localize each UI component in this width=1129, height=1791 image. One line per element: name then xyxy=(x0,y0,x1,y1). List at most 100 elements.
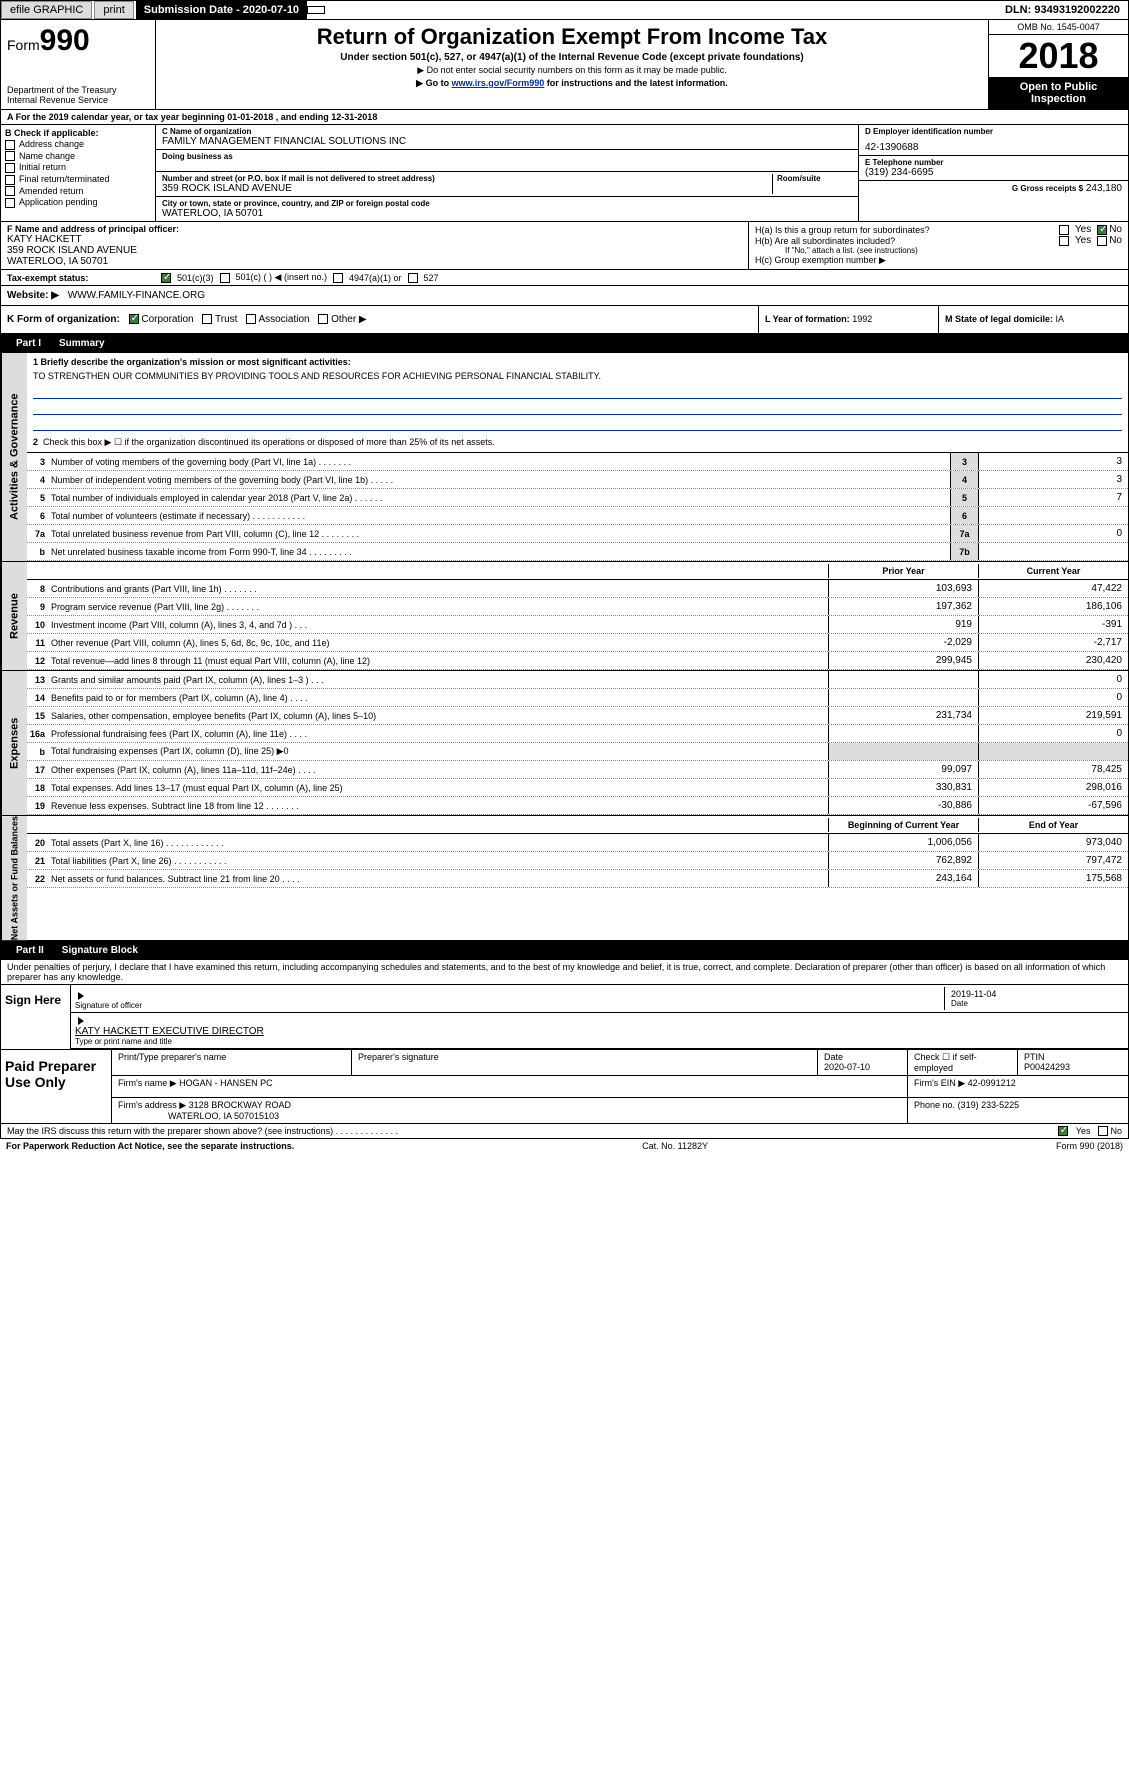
col-c-org-info: C Name of organization FAMILY MANAGEMENT… xyxy=(156,125,858,221)
row-i-tax-exempt: Tax-exempt status: 501(c)(3) 501(c) ( ) … xyxy=(0,270,1129,286)
mission-text: TO STRENGTHEN OUR COMMUNITIES BY PROVIDI… xyxy=(33,371,1122,381)
gov-line: 7aTotal unrelated business revenue from … xyxy=(27,525,1128,543)
data-line: 21Total liabilities (Part X, line 26) . … xyxy=(27,852,1128,870)
chk-application-pending[interactable]: Application pending xyxy=(5,197,151,208)
discuss-no[interactable] xyxy=(1098,1126,1108,1136)
discuss-row: May the IRS discuss this return with the… xyxy=(0,1124,1129,1139)
gov-line: 4Number of independent voting members of… xyxy=(27,471,1128,489)
block-bcde: B Check if applicable: Address change Na… xyxy=(0,125,1129,222)
data-line: 10Investment income (Part VIII, column (… xyxy=(27,616,1128,634)
hb-yes[interactable] xyxy=(1059,236,1069,246)
row-klm: K Form of organization: Corporation Trus… xyxy=(0,306,1129,334)
hb-no[interactable] xyxy=(1097,236,1107,246)
form-subtitle: Under section 501(c), 527, or 4947(a)(1)… xyxy=(164,52,980,63)
chk-name-change[interactable]: Name change xyxy=(5,151,151,162)
chk-4947[interactable] xyxy=(333,273,343,283)
paid-preparer-label: Paid Preparer Use Only xyxy=(1,1050,111,1123)
data-line: 11Other revenue (Part VIII, column (A), … xyxy=(27,634,1128,652)
row-a-calendar-year: A For the 2019 calendar year, or tax yea… xyxy=(0,110,1129,125)
form-number: Form990 xyxy=(7,24,149,58)
submission-date: Submission Date - 2020-07-10 xyxy=(136,1,307,19)
gov-value: 7 xyxy=(978,489,1128,506)
data-line: 12Total revenue—add lines 8 through 11 (… xyxy=(27,652,1128,670)
org-name: FAMILY MANAGEMENT FINANCIAL SOLUTIONS IN… xyxy=(162,136,852,147)
data-line: 8Contributions and grants (Part VIII, li… xyxy=(27,580,1128,598)
chk-corp[interactable] xyxy=(129,314,139,324)
data-line: 15Salaries, other compensation, employee… xyxy=(27,707,1128,725)
dln: DLN: 93493192002220 xyxy=(997,1,1128,19)
ha-yes[interactable] xyxy=(1059,225,1069,235)
chk-other[interactable] xyxy=(318,314,328,324)
chk-527[interactable] xyxy=(408,273,418,283)
chk-assoc[interactable] xyxy=(246,314,256,324)
data-line: 13Grants and similar amounts paid (Part … xyxy=(27,671,1128,689)
firm-ein: 42-0991212 xyxy=(968,1078,1016,1088)
submission-date-box xyxy=(307,6,325,14)
print-button[interactable]: print xyxy=(94,1,133,19)
form-title: Return of Organization Exempt From Incom… xyxy=(164,24,980,50)
gov-line: bNet unrelated business taxable income f… xyxy=(27,543,1128,561)
sign-here-label: Sign Here xyxy=(1,985,71,1049)
irs-link[interactable]: www.irs.gov/Form990 xyxy=(452,78,545,88)
row-j-website: Website: ▶ WWW.FAMILY-FINANCE.ORG xyxy=(0,286,1129,306)
row-fh: F Name and address of principal officer:… xyxy=(0,222,1129,270)
omb-number: OMB No. 1545-0047 xyxy=(989,20,1128,35)
chk-501c[interactable] xyxy=(220,273,230,283)
vtab-revenue: Revenue xyxy=(1,562,27,670)
org-address: 359 ROCK ISLAND AVENUE xyxy=(162,183,772,194)
chk-initial-return[interactable]: Initial return xyxy=(5,162,151,173)
chk-final-return[interactable]: Final return/terminated xyxy=(5,174,151,185)
dept-treasury: Department of the Treasury Internal Reve… xyxy=(7,85,149,105)
ein: 42-1390688 xyxy=(865,142,1122,153)
vtab-governance: Activities & Governance xyxy=(1,353,27,561)
website: WWW.FAMILY-FINANCE.ORG xyxy=(68,290,205,301)
ha-no[interactable] xyxy=(1097,225,1107,235)
gov-line: 3Number of voting members of the governi… xyxy=(27,453,1128,471)
officer-signature-line[interactable]: Signature of officer 2019-11-04Date xyxy=(71,985,1128,1013)
section-expenses: Expenses 13Grants and similar amounts pa… xyxy=(0,671,1129,816)
data-line: 9Program service revenue (Part VIII, lin… xyxy=(27,598,1128,616)
revenue-header: Prior Year Current Year xyxy=(27,562,1128,580)
form-note1: ▶ Do not enter social security numbers o… xyxy=(164,65,980,76)
signature-block: Under penalties of perjury, I declare th… xyxy=(0,960,1129,1050)
gross-receipts: 243,180 xyxy=(1086,183,1122,194)
officer-name-line: KATY HACKETT EXECUTIVE DIRECTORType or p… xyxy=(71,1013,1128,1049)
gov-value xyxy=(978,543,1128,560)
vtab-expenses: Expenses xyxy=(1,671,27,815)
gov-line: 5Total number of individuals employed in… xyxy=(27,489,1128,507)
netassets-header: Beginning of Current Year End of Year xyxy=(27,816,1128,834)
chk-amended-return[interactable]: Amended return xyxy=(5,186,151,197)
col-de: D Employer identification number 42-1390… xyxy=(858,125,1128,221)
perjury-statement: Under penalties of perjury, I declare th… xyxy=(1,960,1128,984)
gov-value: 3 xyxy=(978,471,1128,488)
paid-preparer-block: Paid Preparer Use Only Print/Type prepar… xyxy=(0,1050,1129,1124)
open-public: Open to Public Inspection xyxy=(989,77,1128,109)
efile-button[interactable]: efile GRAPHIC xyxy=(1,1,92,19)
gov-value: 0 xyxy=(978,525,1128,542)
telephone: (319) 234-6695 xyxy=(865,167,1122,178)
data-line: 16aProfessional fundraising fees (Part I… xyxy=(27,725,1128,743)
firm-phone: (319) 233-5225 xyxy=(958,1100,1020,1110)
data-line: 20Total assets (Part X, line 16) . . . .… xyxy=(27,834,1128,852)
col-f-officer: F Name and address of principal officer:… xyxy=(1,222,748,269)
col-h-group: H(a) Is this a group return for subordin… xyxy=(748,222,1128,269)
topbar: efile GRAPHIC print Submission Date - 20… xyxy=(0,0,1129,20)
year-formation: 1992 xyxy=(852,314,872,324)
data-line: 22Net assets or fund balances. Subtract … xyxy=(27,870,1128,888)
data-line: 18Total expenses. Add lines 13–17 (must … xyxy=(27,779,1128,797)
gov-value: 3 xyxy=(978,453,1128,470)
form-header: Form990 Department of the Treasury Inter… xyxy=(0,20,1129,110)
chk-address-change[interactable]: Address change xyxy=(5,139,151,150)
org-city: WATERLOO, IA 50701 xyxy=(162,208,852,219)
section-net-assets: Net Assets or Fund Balances Beginning of… xyxy=(0,816,1129,941)
chk-trust[interactable] xyxy=(202,314,212,324)
form-note2: ▶ Go to www.irs.gov/Form990 for instruct… xyxy=(164,78,980,89)
firm-address: 3128 BROCKWAY ROAD xyxy=(189,1100,291,1110)
part2-header: Part II Signature Block xyxy=(0,941,1129,960)
data-line: 17Other expenses (Part IX, column (A), l… xyxy=(27,761,1128,779)
discuss-yes[interactable] xyxy=(1058,1126,1068,1136)
data-line: 19Revenue less expenses. Subtract line 1… xyxy=(27,797,1128,815)
form-footer: For Paperwork Reduction Act Notice, see … xyxy=(0,1139,1129,1153)
gov-line: 6Total number of volunteers (estimate if… xyxy=(27,507,1128,525)
chk-501c3[interactable] xyxy=(161,273,171,283)
